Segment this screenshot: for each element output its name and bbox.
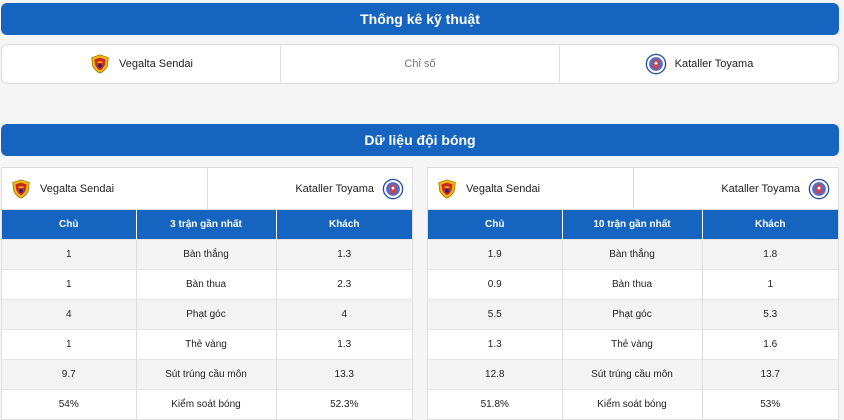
table-row: 9.7 Sút trúng cầu môn 13.3	[2, 358, 412, 389]
table-row: 1 Bàn thua 2.3	[2, 268, 412, 299]
home-value: 12.8	[428, 358, 563, 389]
home-value: 0.9	[428, 268, 563, 299]
col-home-header: Chủ	[428, 210, 563, 239]
home-value: 1	[2, 328, 137, 359]
home-team-name: Vegalta Sendai	[118, 58, 193, 70]
stat-label-cell: Chỉ số	[280, 45, 560, 83]
home-value: 54%	[2, 388, 137, 419]
table-row: 12.8 Sút trúng cầu môn 13.7	[428, 358, 838, 389]
home-value: 9.7	[2, 358, 137, 389]
home-value: 1	[2, 268, 137, 299]
panel-away-team-name: Kataller Toyama	[295, 182, 374, 195]
panel-teams-row: Vegalta Sendai Kataller Toyama	[428, 168, 838, 210]
table-row: 5.5 Phạt góc 5.3	[428, 298, 838, 329]
stat-name: Kiểm soát bóng	[136, 388, 277, 419]
away-value: 1.3	[276, 328, 412, 359]
away-value: 1.3	[276, 238, 412, 269]
away-value: 4	[276, 298, 412, 329]
kataller-toyama-crest-icon	[645, 53, 667, 75]
panel-away-team[interactable]: Kataller Toyama	[208, 168, 413, 209]
recent-3-matches-panel: Vegalta Sendai Kataller Toyama Chủ 3 trậ…	[1, 167, 413, 420]
away-value: 1.8	[702, 238, 838, 269]
table-row: 54% Kiểm soát bóng 52.3%	[2, 388, 412, 419]
stat-name: Kiểm soát bóng	[562, 388, 703, 419]
away-value: 13.3	[276, 358, 412, 389]
technical-stats-title: Thống kê kỹ thuật	[360, 11, 480, 27]
stat-name: Bàn thắng	[562, 238, 703, 269]
home-value: 1.9	[428, 238, 563, 269]
home-value: 5.5	[428, 298, 563, 329]
home-value: 1.3	[428, 328, 563, 359]
table-row: 1 Bàn thắng 1.3	[2, 238, 412, 269]
away-value: 53%	[702, 388, 838, 419]
col-home-header: Chủ	[2, 210, 137, 239]
stat-name: Bàn thắng	[136, 238, 277, 269]
table-row: 1.9 Bàn thắng 1.8	[428, 238, 838, 269]
home-value: 1	[2, 238, 137, 269]
stat-name: Thẻ vàng	[562, 328, 703, 359]
stats-table: Chủ 3 trận gần nhất Khách 1 Bàn thắng 1.…	[2, 210, 412, 419]
away-team-cell[interactable]: Kataller Toyama	[560, 45, 838, 83]
table-row: 4 Phạt góc 4	[2, 298, 412, 329]
stat-name: Phạt góc	[562, 298, 703, 329]
stat-name: Phạt góc	[136, 298, 277, 329]
team-data-header: Dữ liệu đội bóng	[1, 124, 839, 156]
stat-name: Thẻ vàng	[136, 328, 277, 359]
home-value: 51.8%	[428, 388, 563, 419]
technical-stats-header: Thống kê kỹ thuật	[1, 3, 839, 35]
col-away-header: Khách	[702, 210, 838, 239]
table-row: 1.3 Thẻ vàng 1.6	[428, 328, 838, 359]
col-stat-header: 10 trận gần nhất	[562, 210, 703, 239]
panel-home-team[interactable]: Vegalta Sendai	[2, 168, 208, 209]
vegalta-sendai-crest-icon	[89, 53, 111, 75]
away-value: 52.3%	[276, 388, 412, 419]
kataller-toyama-crest-icon	[382, 178, 404, 200]
panel-home-team[interactable]: Vegalta Sendai	[428, 168, 634, 209]
stat-label: Chỉ số	[404, 58, 436, 70]
stat-name: Bàn thua	[136, 268, 277, 299]
stat-name: Bàn thua	[562, 268, 703, 299]
panel-home-team-name: Vegalta Sendai	[40, 182, 115, 195]
kataller-toyama-crest-icon	[808, 178, 830, 200]
vegalta-sendai-crest-icon	[10, 178, 32, 200]
panel-away-team-name: Kataller Toyama	[721, 182, 800, 195]
recent-10-matches-panel: Vegalta Sendai Kataller Toyama Chủ 10 tr…	[427, 167, 839, 420]
stat-name: Sút trúng cầu môn	[136, 358, 277, 389]
vegalta-sendai-crest-icon	[436, 178, 458, 200]
away-value: 1	[702, 268, 838, 299]
col-stat-header: 3 trận gần nhất	[136, 210, 277, 239]
table-row: 1 Thẻ vàng 1.3	[2, 328, 412, 359]
panel-teams-row: Vegalta Sendai Kataller Toyama	[2, 168, 412, 210]
away-value: 1.6	[702, 328, 838, 359]
table-row: 51.8% Kiểm soát bóng 53%	[428, 388, 838, 419]
away-team-name: Kataller Toyama	[674, 58, 754, 70]
away-value: 5.3	[702, 298, 838, 329]
away-value: 13.7	[702, 358, 838, 389]
home-value: 4	[2, 298, 137, 329]
panel-home-team-name: Vegalta Sendai	[466, 182, 541, 195]
team-data-title: Dữ liệu đội bóng	[364, 132, 476, 148]
panel-away-team[interactable]: Kataller Toyama	[634, 168, 839, 209]
stats-table: Chủ 10 trận gần nhất Khách 1.9 Bàn thắng…	[428, 210, 838, 419]
col-away-header: Khách	[276, 210, 412, 239]
stat-name: Sút trúng cầu môn	[562, 358, 703, 389]
away-value: 2.3	[276, 268, 412, 299]
home-team-cell[interactable]: Vegalta Sendai	[2, 45, 280, 83]
table-row: 0.9 Bàn thua 1	[428, 268, 838, 299]
technical-teams-bar: Vegalta Sendai Chỉ số Kataller Toyama	[1, 44, 839, 84]
